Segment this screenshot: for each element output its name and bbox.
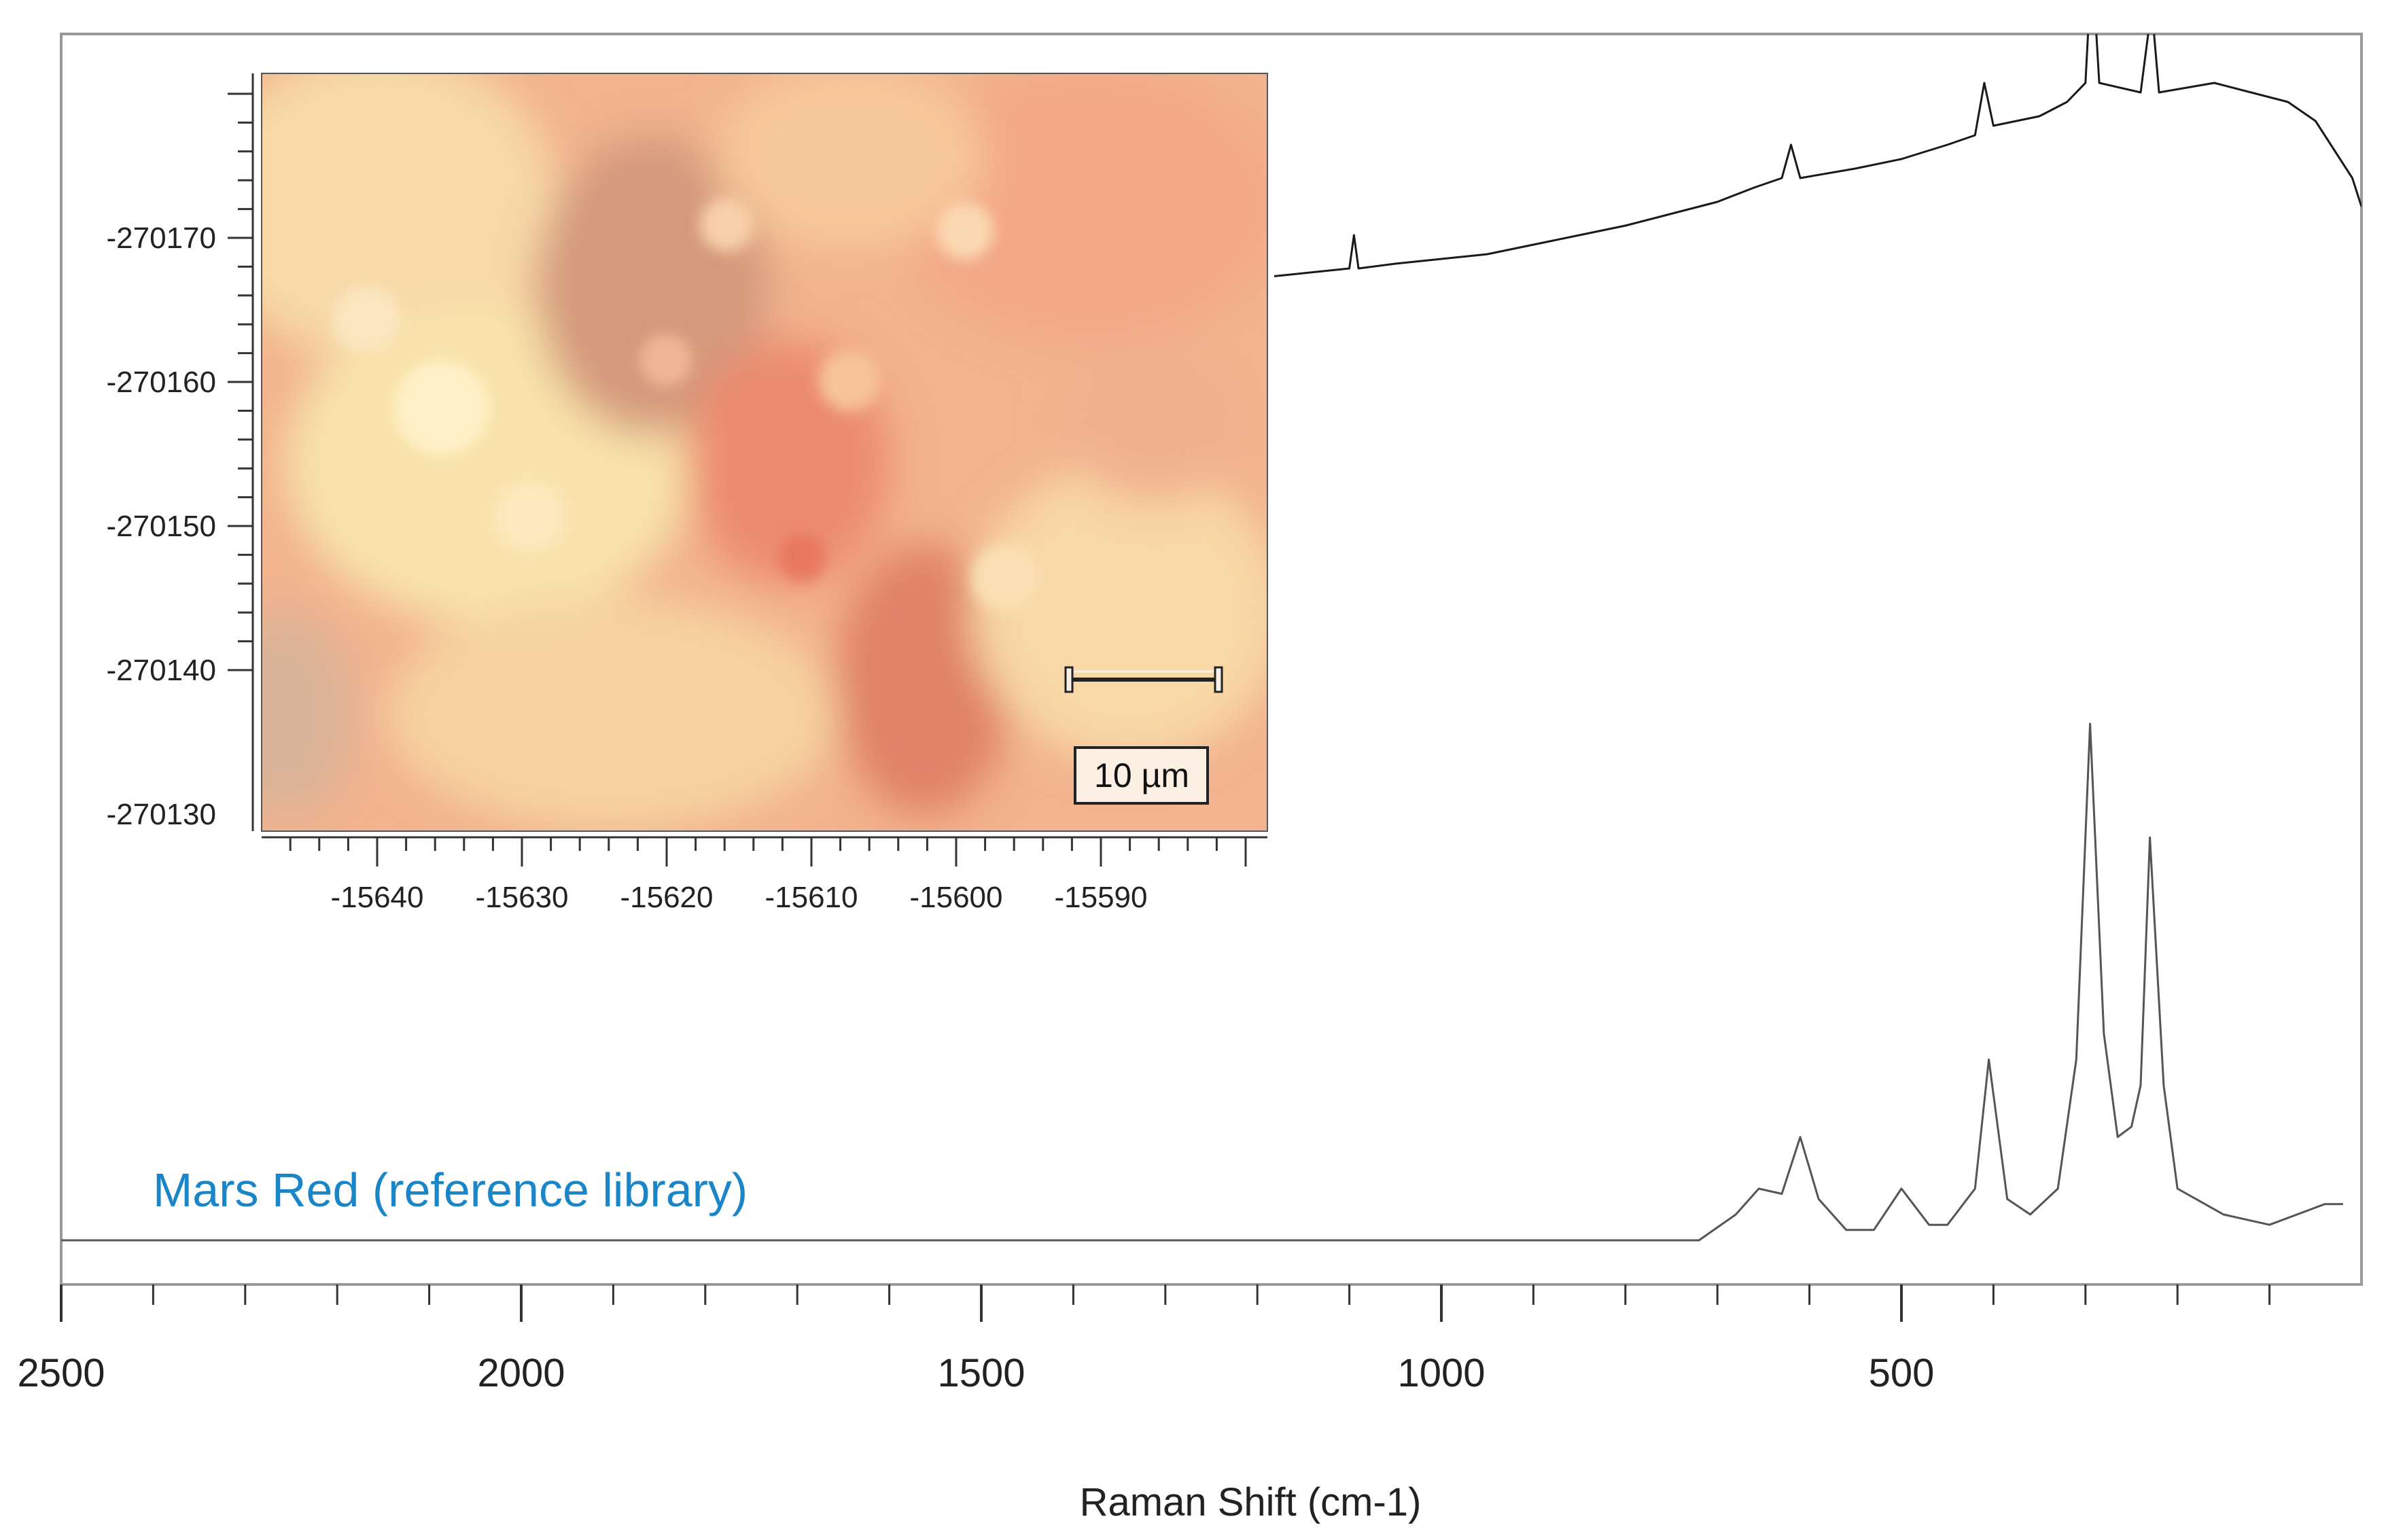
inset-x-tick-label: -15640: [330, 881, 423, 914]
inset-y-tick-label: -270160: [107, 366, 216, 399]
x-tick-label: 500: [1869, 1351, 1935, 1395]
inset-x-tick-label: -15630: [475, 881, 568, 914]
x-tick-label: 1000: [1397, 1351, 1485, 1395]
x-tick-label: 1500: [937, 1351, 1025, 1395]
inset-x-tick-label: -15620: [620, 881, 713, 914]
inset-y-tick-label: -270150: [107, 510, 216, 543]
x-axis: 2500 2000 1500 1000 500: [17, 1284, 2271, 1395]
inset-y-tick-label: -270170: [107, 222, 216, 255]
plot-frame: [60, 33, 2363, 1286]
x-tick-label: 2000: [477, 1351, 565, 1395]
micrograph-image: [262, 73, 1267, 831]
reference-spectrum-label: Mars Red (reference library): [153, 1163, 748, 1217]
scale-bar: [1064, 666, 1223, 693]
inset-y-tick-label: -270140: [107, 654, 216, 687]
measured-spectrum-line: [1165, 34, 2361, 284]
inset-x-tick-label: -15610: [765, 881, 858, 914]
reference-spectrum-line: [61, 722, 2343, 1242]
inset-micrograph: -270170 -270160 -270150 -270140 -270130 -1564…: [107, 68, 1274, 914]
inset-x-tick-label: -15600: [909, 881, 1002, 914]
inset-y-tick-label: -270130: [107, 798, 216, 831]
x-tick-label: 2500: [17, 1351, 105, 1395]
x-axis-title: Raman Shift (cm-1): [1080, 1480, 1422, 1524]
inset-x-tick-label: -15590: [1054, 881, 1147, 914]
scale-bar-label: 10 µm: [1094, 756, 1189, 794]
inset-axes: -270170 -270160 -270150 -270140 -270130 -1564…: [107, 73, 1267, 914]
scale-bar-label-box: 10 µm: [1074, 746, 1209, 805]
